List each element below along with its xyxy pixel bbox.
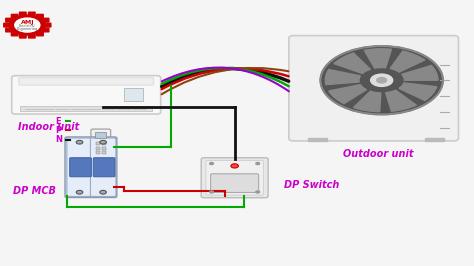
Wedge shape [328, 85, 366, 104]
FancyBboxPatch shape [6, 18, 12, 22]
Circle shape [76, 140, 83, 144]
Bar [102, 147, 106, 149]
FancyBboxPatch shape [36, 14, 43, 18]
Wedge shape [401, 65, 438, 80]
Circle shape [15, 18, 40, 32]
Circle shape [210, 191, 213, 193]
Text: DP MCB: DP MCB [13, 186, 56, 196]
Circle shape [76, 190, 83, 194]
Bar [308, 138, 327, 141]
FancyBboxPatch shape [206, 160, 264, 195]
FancyBboxPatch shape [65, 137, 117, 197]
Wedge shape [386, 90, 416, 111]
Circle shape [231, 164, 238, 168]
Text: AMJ: AMJ [20, 20, 34, 25]
Text: Indoor unit: Indoor unit [18, 122, 79, 132]
FancyBboxPatch shape [44, 23, 51, 27]
Circle shape [256, 191, 260, 193]
Bar [96, 151, 100, 154]
Bar [95, 132, 107, 138]
FancyBboxPatch shape [11, 14, 18, 18]
Text: P: P [55, 126, 62, 135]
Bar [96, 147, 100, 149]
FancyBboxPatch shape [67, 138, 92, 196]
Bar [426, 138, 444, 141]
FancyBboxPatch shape [19, 34, 26, 38]
FancyBboxPatch shape [19, 78, 154, 85]
Circle shape [100, 140, 106, 144]
FancyBboxPatch shape [42, 18, 49, 22]
FancyBboxPatch shape [11, 32, 18, 36]
FancyBboxPatch shape [28, 34, 35, 38]
Wedge shape [364, 49, 392, 68]
FancyBboxPatch shape [93, 158, 115, 177]
FancyBboxPatch shape [6, 28, 12, 32]
FancyBboxPatch shape [70, 158, 91, 177]
FancyBboxPatch shape [91, 138, 116, 196]
Text: N: N [55, 135, 63, 144]
Circle shape [9, 15, 45, 35]
Wedge shape [390, 51, 425, 72]
Circle shape [210, 163, 213, 165]
Bar [102, 143, 106, 145]
FancyBboxPatch shape [91, 129, 111, 158]
Circle shape [320, 46, 443, 114]
Wedge shape [325, 69, 360, 85]
Bar [96, 143, 100, 145]
FancyBboxPatch shape [36, 32, 43, 36]
FancyBboxPatch shape [210, 174, 259, 193]
Text: DP Switch: DP Switch [284, 180, 339, 190]
FancyBboxPatch shape [28, 12, 35, 16]
Wedge shape [354, 91, 381, 112]
Circle shape [371, 74, 392, 86]
Bar [20, 106, 152, 111]
Text: Engineering: Engineering [17, 27, 38, 31]
Circle shape [100, 190, 106, 194]
FancyBboxPatch shape [4, 23, 10, 27]
Circle shape [256, 163, 260, 165]
Text: E: E [55, 117, 61, 126]
FancyBboxPatch shape [42, 28, 49, 32]
Text: Outdoor unit: Outdoor unit [343, 149, 414, 159]
Wedge shape [399, 83, 437, 101]
Bar [124, 88, 143, 101]
Circle shape [377, 77, 387, 83]
Wedge shape [334, 53, 370, 73]
Text: Electrical: Electrical [19, 24, 36, 28]
FancyBboxPatch shape [12, 76, 161, 114]
FancyBboxPatch shape [289, 36, 458, 141]
FancyBboxPatch shape [19, 12, 26, 16]
FancyBboxPatch shape [201, 158, 268, 198]
Bar [102, 151, 106, 154]
